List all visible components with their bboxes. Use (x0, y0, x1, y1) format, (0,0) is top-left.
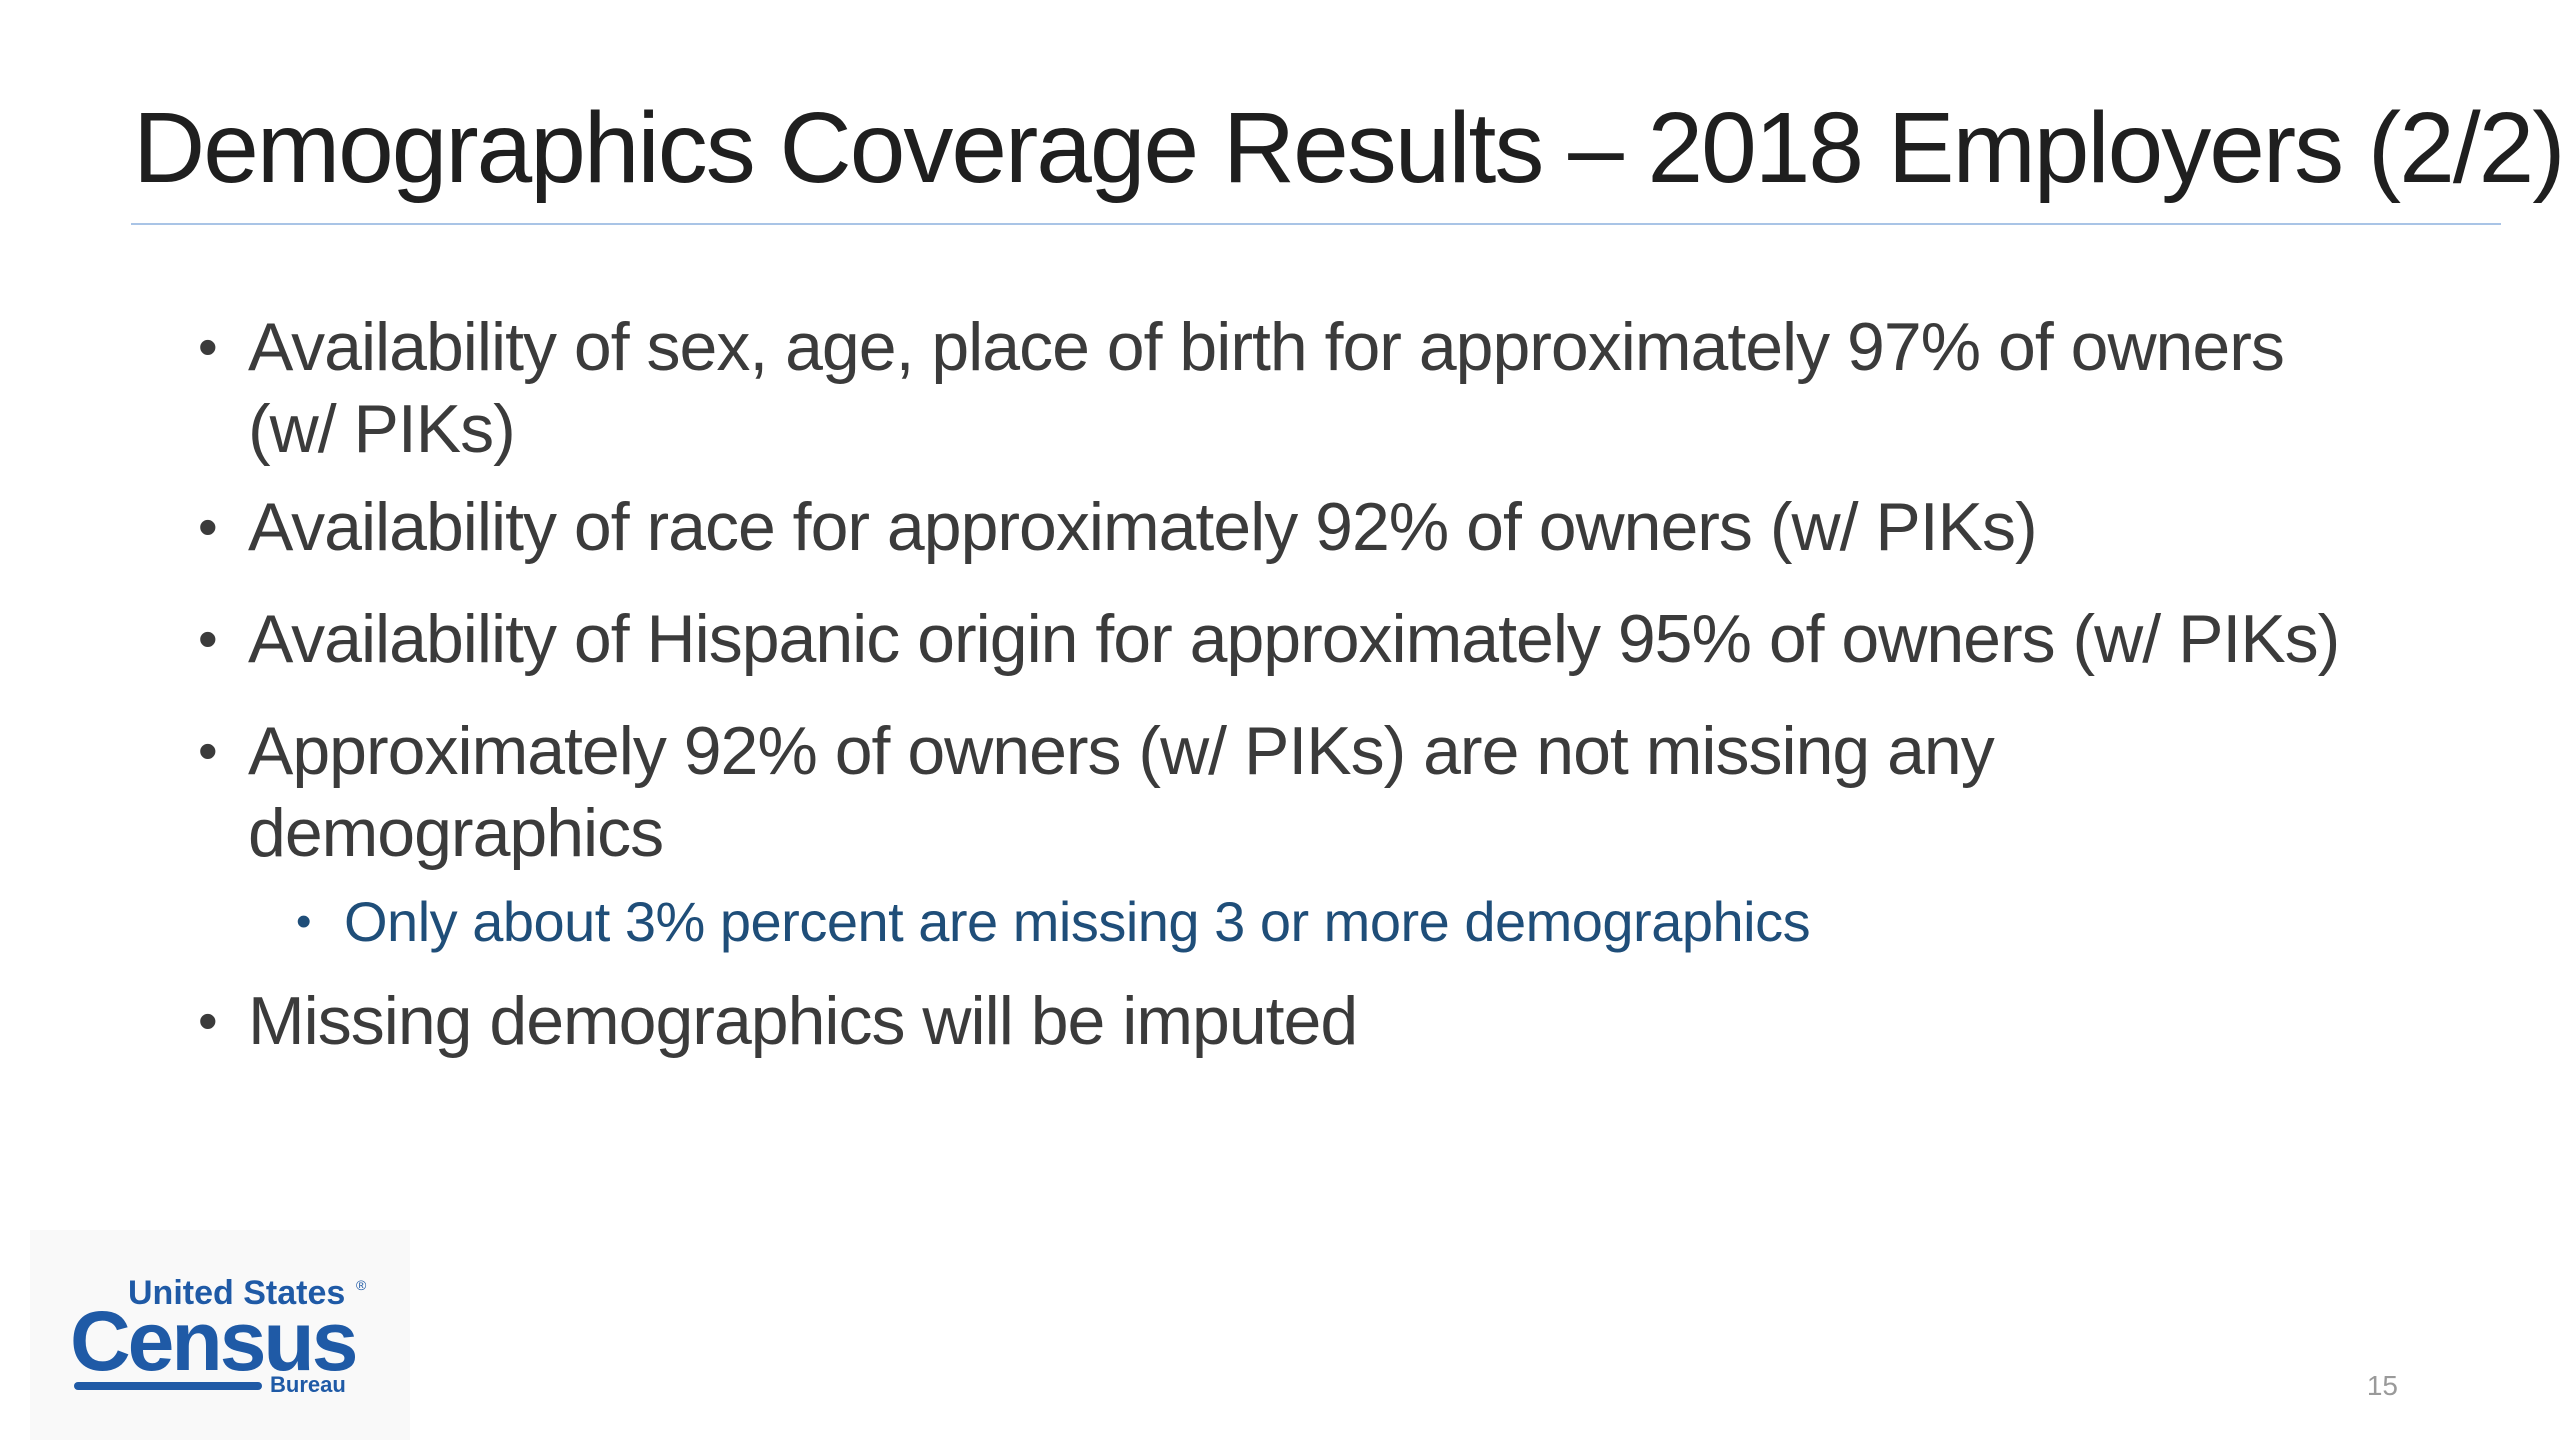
sub-bullet-item: • Only about 3% percent are missing 3 or… (296, 882, 2378, 962)
logo-united-states: United States (128, 1274, 345, 1312)
slide-title: Demographics Coverage Results – 2018 Emp… (133, 92, 2560, 204)
bullet-item: • Availability of race for approximately… (198, 486, 2378, 568)
bullet-dot-icon: • (198, 315, 218, 378)
bullet-dot-icon: • (198, 989, 218, 1052)
bullet-text: Approximately 92% of owners (w/ PIKs) ar… (248, 713, 1995, 871)
logo-bureau: Bureau (270, 1372, 346, 1397)
census-logo-icon: United States ® Census Bureau (70, 1274, 367, 1397)
sub-bullet-text: Only about 3% percent are missing 3 or m… (344, 890, 1811, 953)
bullet-item: • Missing demographics will be imputed (198, 980, 2378, 1062)
bullet-dot-icon: • (198, 607, 218, 670)
bullet-list: • Availability of sex, age, place of bir… (198, 306, 2378, 1062)
sub-bullet-dot-icon: • (296, 897, 311, 946)
census-bureau-logo: United States ® Census Bureau (30, 1230, 410, 1440)
page-number: 15 (2366, 1370, 2398, 1401)
logo-underline (74, 1382, 262, 1390)
bullet-text: Availability of race for approximately 9… (248, 489, 2038, 565)
logo-census: Census (70, 1294, 356, 1388)
bullet-dot-icon: • (198, 495, 218, 558)
bullet-item: • Availability of sex, age, place of bir… (198, 306, 2378, 470)
bullet-text: Missing demographics will be imputed (248, 983, 1358, 1059)
title-divider (131, 223, 2501, 225)
bullet-dot-icon: • (198, 719, 218, 782)
bullet-item: • Approximately 92% of owners (w/ PIKs) … (198, 710, 2378, 874)
logo-registered-mark: ® (356, 1277, 367, 1293)
bullet-text: Availability of Hispanic origin for appr… (248, 601, 2340, 677)
bullet-text: Availability of sex, age, place of birth… (248, 309, 2285, 467)
bullet-item: • Availability of Hispanic origin for ap… (198, 598, 2378, 680)
